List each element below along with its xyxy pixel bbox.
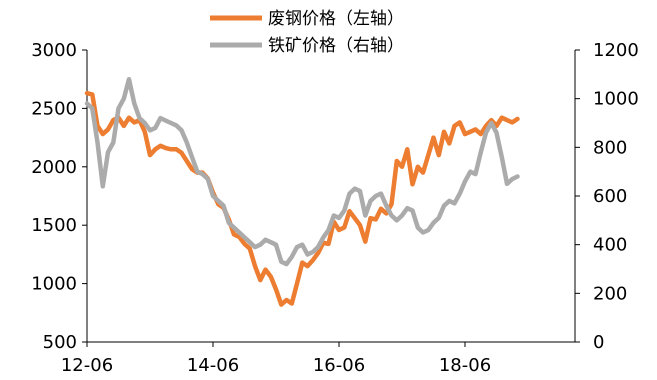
left-tick-label: 500 bbox=[43, 332, 77, 353]
left-tick-label: 1000 bbox=[31, 274, 77, 295]
x-tick-label: 16-06 bbox=[313, 355, 365, 376]
left-tick-label: 2500 bbox=[31, 98, 77, 119]
left-tick-label: 1500 bbox=[31, 215, 77, 236]
right-tick-label: 600 bbox=[593, 186, 627, 207]
right-tick-label: 200 bbox=[593, 283, 627, 304]
legend: 废钢价格（左轴） 铁矿价格（右轴） bbox=[210, 9, 404, 56]
series-line-1 bbox=[84, 90, 520, 307]
right-tick-label: 1200 bbox=[593, 40, 639, 61]
legend-label-1: 废钢价格（左轴） bbox=[268, 9, 404, 29]
axes: 500 1000 1500 2000 2500 3000 0 200 400 600 800 1000… bbox=[31, 40, 639, 376]
left-tick-label: 2000 bbox=[31, 157, 77, 178]
right-tick-label: 1000 bbox=[593, 89, 639, 110]
series-layer bbox=[84, 76, 520, 307]
right-tick-label: 0 bbox=[593, 332, 604, 353]
x-tick-label: 12-06 bbox=[61, 355, 113, 376]
x-tick-label: 18-06 bbox=[439, 355, 491, 376]
right-tick-label: 800 bbox=[593, 137, 627, 158]
left-tick-label: 3000 bbox=[31, 40, 77, 61]
x-tick-label: 14-06 bbox=[187, 355, 239, 376]
legend-label-2: 铁矿价格（右轴） bbox=[268, 36, 404, 56]
right-tick-label: 400 bbox=[593, 235, 627, 256]
series-line-2 bbox=[84, 76, 520, 267]
